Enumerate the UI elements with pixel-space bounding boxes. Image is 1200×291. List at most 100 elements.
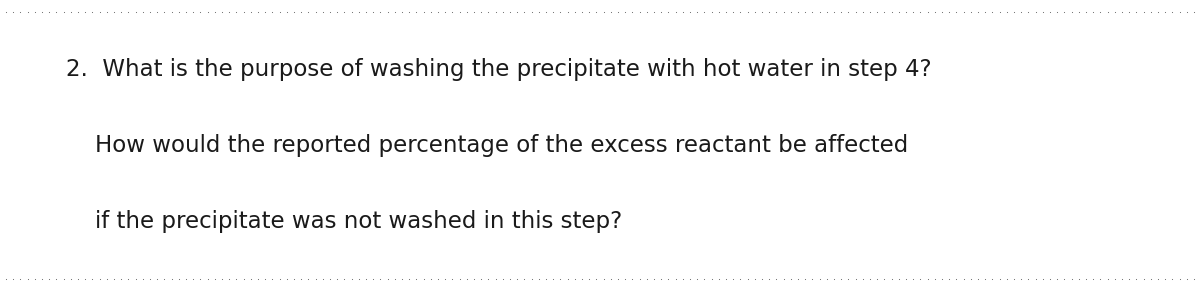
Point	[536, 9, 556, 14]
Point	[414, 9, 433, 14]
Point	[911, 277, 930, 282]
Point	[1069, 9, 1088, 14]
Point	[515, 277, 534, 282]
Point	[198, 9, 217, 14]
Point	[695, 9, 714, 14]
Point	[781, 277, 800, 282]
Point	[680, 9, 700, 14]
Point	[500, 277, 520, 282]
Point	[601, 9, 620, 14]
Point	[284, 277, 304, 282]
Point	[364, 9, 383, 14]
Point	[565, 277, 584, 282]
Point	[241, 9, 260, 14]
Point	[745, 277, 764, 282]
Point	[1055, 9, 1074, 14]
Point	[378, 9, 397, 14]
Point	[162, 9, 181, 14]
Point	[990, 277, 1009, 282]
Point	[1148, 277, 1168, 282]
Point	[184, 277, 203, 282]
Point	[25, 277, 44, 282]
Point	[104, 277, 124, 282]
Point	[263, 277, 282, 282]
Point	[1040, 277, 1060, 282]
Point	[464, 277, 484, 282]
Point	[292, 277, 311, 282]
Point	[637, 9, 656, 14]
Point	[608, 9, 628, 14]
Point	[738, 277, 757, 282]
Point	[342, 9, 361, 14]
Point	[155, 277, 174, 282]
Point	[925, 9, 944, 14]
Point	[616, 277, 635, 282]
Point	[68, 9, 88, 14]
Point	[616, 9, 635, 14]
Point	[1156, 9, 1175, 14]
Point	[551, 9, 570, 14]
Point	[40, 277, 59, 282]
Point	[349, 277, 368, 282]
Point	[508, 277, 527, 282]
Point	[1127, 9, 1146, 14]
Point	[515, 9, 534, 14]
Point	[83, 9, 102, 14]
Point	[904, 277, 923, 282]
Point	[702, 9, 721, 14]
Point	[385, 277, 404, 282]
Point	[659, 277, 678, 282]
Point	[731, 277, 750, 282]
Point	[25, 9, 44, 14]
Point	[414, 277, 433, 282]
Point	[623, 9, 642, 14]
Point	[436, 9, 455, 14]
Point	[1084, 277, 1103, 282]
Point	[673, 277, 692, 282]
Point	[356, 9, 376, 14]
Point	[983, 277, 1002, 282]
Point	[904, 9, 923, 14]
Point	[1134, 9, 1153, 14]
Point	[277, 9, 296, 14]
Point	[47, 9, 66, 14]
Point	[788, 277, 808, 282]
Point	[220, 277, 239, 282]
Point	[1148, 9, 1168, 14]
Point	[940, 277, 959, 282]
Point	[479, 9, 498, 14]
Point	[306, 9, 325, 14]
Point	[839, 9, 858, 14]
Point	[342, 277, 361, 282]
Point	[961, 9, 980, 14]
Point	[947, 277, 966, 282]
Point	[1120, 277, 1139, 282]
Point	[500, 9, 520, 14]
Point	[522, 9, 541, 14]
Point	[90, 9, 109, 14]
Point	[968, 9, 988, 14]
Point	[457, 277, 476, 282]
Point	[868, 277, 887, 282]
Point	[817, 277, 836, 282]
Point	[284, 9, 304, 14]
Point	[752, 9, 772, 14]
Point	[493, 277, 512, 282]
Point	[529, 9, 548, 14]
Point	[932, 277, 952, 282]
Point	[1084, 9, 1103, 14]
Point	[205, 277, 224, 282]
Point	[464, 9, 484, 14]
Point	[1098, 9, 1117, 14]
Point	[335, 277, 354, 282]
Point	[198, 277, 217, 282]
Point	[752, 277, 772, 282]
Point	[623, 277, 642, 282]
Point	[1163, 277, 1182, 282]
Point	[241, 277, 260, 282]
Point	[472, 9, 491, 14]
Point	[644, 9, 664, 14]
Point	[558, 277, 577, 282]
Point	[443, 9, 462, 14]
Point	[940, 9, 959, 14]
